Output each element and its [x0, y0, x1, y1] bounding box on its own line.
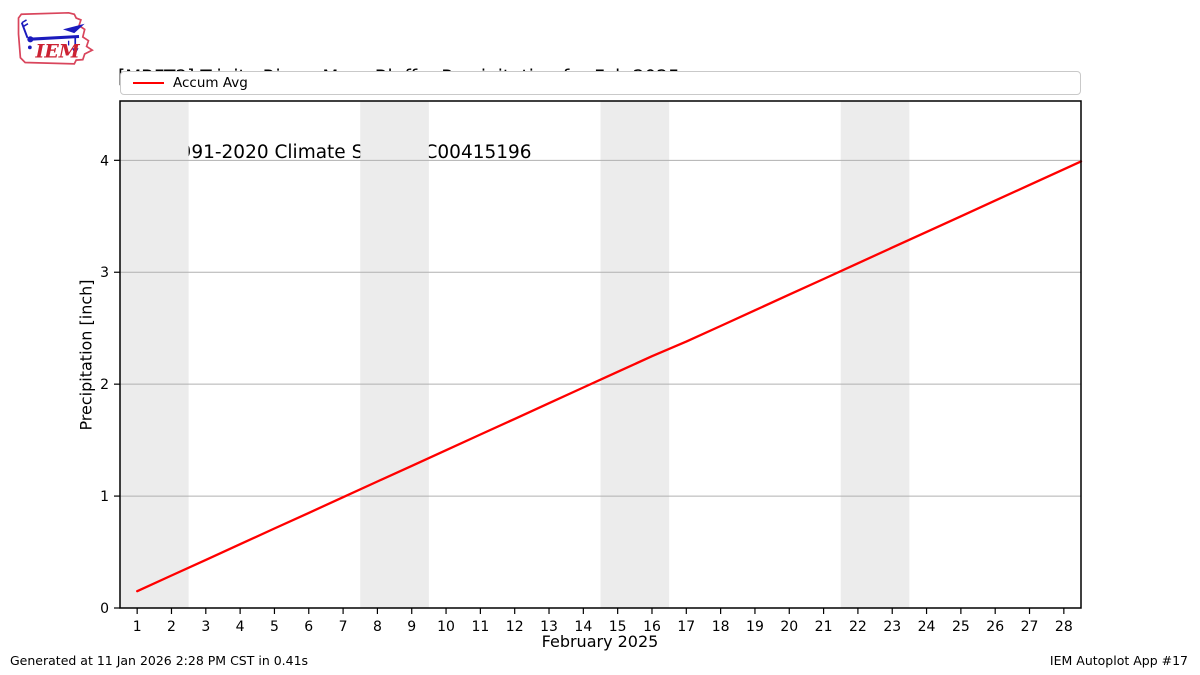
- weathervane-icon: [20, 19, 85, 55]
- weekend-band: [360, 101, 429, 608]
- iem-logo: IEM: [17, 11, 94, 65]
- x-tick-label: 26: [986, 619, 1004, 635]
- x-tick-label: 5: [270, 619, 279, 635]
- x-tick-label: 7: [339, 619, 348, 635]
- x-tick-label: 20: [780, 619, 798, 635]
- legend-line-swatch: [133, 81, 164, 85]
- x-tick-label: 13: [540, 619, 558, 635]
- y-tick-label: 3: [100, 265, 109, 281]
- legend-label: Accum Avg: [173, 75, 248, 91]
- x-tick-label: 6: [304, 619, 313, 635]
- y-tick-label: 2: [100, 377, 109, 393]
- x-tick-label: 9: [407, 619, 416, 635]
- x-tick-label: 11: [471, 619, 489, 635]
- x-tick-label: 15: [609, 619, 627, 635]
- accum-avg-line: [136, 160, 1083, 593]
- generated-at-text: Generated at 11 Jan 2026 2:28 PM CST in …: [10, 653, 309, 668]
- x-tick-label: 14: [574, 619, 592, 635]
- weekend-band: [840, 101, 910, 608]
- x-tick-label: 17: [677, 619, 695, 635]
- x-tick-label: 19: [746, 619, 764, 635]
- x-tick-label: 16: [643, 619, 661, 635]
- x-tick-label: 1: [133, 619, 142, 635]
- x-tick-label: 4: [236, 619, 245, 635]
- x-tick-label: 18: [712, 619, 730, 635]
- app-id-text: IEM Autoplot App #17: [1049, 653, 1188, 668]
- logo-iem-text: IEM: [35, 41, 81, 63]
- x-tick-label: 3: [201, 619, 210, 635]
- y-tick-label: 4: [100, 153, 109, 169]
- legend: Accum Avg: [120, 71, 1081, 95]
- weekend-band: [120, 101, 189, 608]
- x-tick-label: 8: [373, 619, 382, 635]
- x-tick-label: 2: [167, 619, 176, 635]
- y-tick-label: 0: [100, 601, 109, 617]
- y-tick-label: 1: [100, 489, 109, 505]
- plot-frame: [119, 100, 1082, 609]
- x-tick-label: 28: [1055, 619, 1073, 635]
- x-tick-label: 10: [437, 619, 455, 635]
- x-axis-label: February 2025: [541, 632, 659, 651]
- x-tick-label: 12: [506, 619, 524, 635]
- x-tick-label: 23: [883, 619, 901, 635]
- x-tick-label: 21: [815, 619, 833, 635]
- x-tick-label: 25: [952, 619, 970, 635]
- x-tick-label: 22: [849, 619, 867, 635]
- x-tick-label: 24: [918, 619, 936, 635]
- x-tick-label: 27: [1021, 619, 1039, 635]
- y-axis-label: Precipitation [inch]: [76, 279, 96, 431]
